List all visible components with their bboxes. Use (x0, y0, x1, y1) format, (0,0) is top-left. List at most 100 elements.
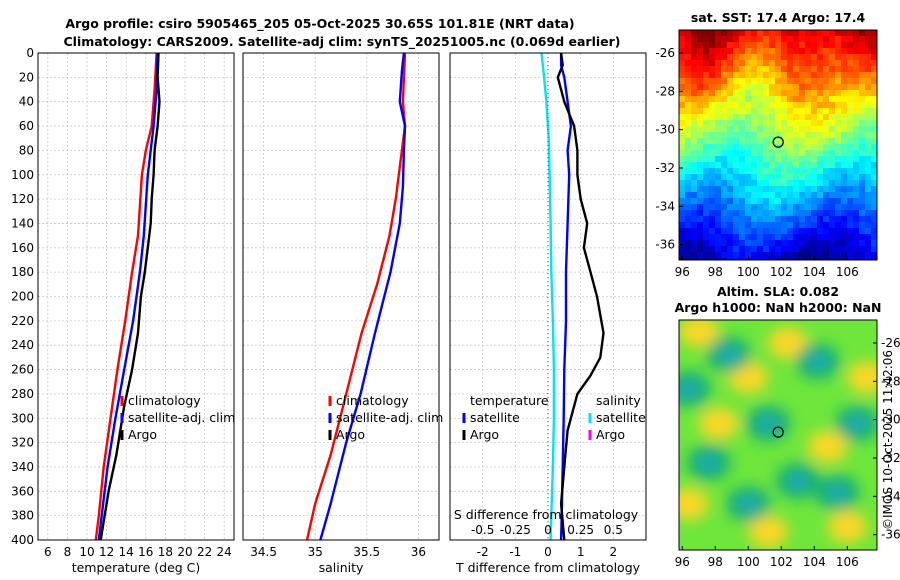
sst-cell (787, 96, 794, 103)
sst-cell (751, 228, 758, 235)
sst-cell (805, 54, 812, 61)
sst-cell (721, 96, 728, 103)
sst-cell (841, 180, 848, 187)
sst-cell (805, 138, 812, 145)
sst-cell (835, 234, 842, 241)
sst-cell (847, 90, 854, 97)
sst-cell (769, 210, 776, 217)
sst-cell (697, 60, 704, 67)
sst-cell (781, 66, 788, 73)
sst-cell (847, 186, 854, 193)
sst-cell (709, 48, 716, 55)
sst-cell (769, 138, 776, 145)
sst-cell (721, 252, 728, 259)
sst-cell (721, 216, 728, 223)
sla-high (679, 488, 709, 520)
sst-cell (871, 66, 877, 73)
sst-cell (823, 114, 830, 121)
sst-cell (757, 114, 764, 121)
sst-cell (721, 192, 728, 199)
sst-cell (811, 102, 818, 109)
sst-cell (697, 198, 704, 205)
sst-cell (685, 66, 692, 73)
sst-cell (679, 144, 686, 151)
sst-cell (775, 246, 782, 253)
sst-cell (691, 198, 698, 205)
sst-cell (727, 30, 734, 37)
sst-cell (679, 120, 686, 127)
sst-cell (853, 246, 860, 253)
sst-cell (865, 234, 872, 241)
sst-cell (703, 234, 710, 241)
sst-cell (769, 126, 776, 133)
sst-cell (721, 108, 728, 115)
sst-cell (835, 186, 842, 193)
sst-cell (691, 210, 698, 217)
sst-cell (865, 66, 872, 73)
sst-cell (715, 126, 722, 133)
sst-cell (745, 234, 752, 241)
sst-cell (871, 192, 877, 199)
sst-cell (685, 60, 692, 67)
sst-cell (739, 72, 746, 79)
sst-cell (757, 102, 764, 109)
sla-low-core (849, 416, 866, 431)
sst-cell (679, 132, 686, 139)
sst-cell (859, 108, 866, 115)
sla-high (807, 430, 848, 463)
sst-cell (685, 156, 692, 163)
sst-cell (847, 72, 854, 79)
sst-cell (817, 66, 824, 73)
sst-cell (769, 252, 776, 259)
sst-cell (811, 180, 818, 187)
sst-cell (787, 72, 794, 79)
sst-cell (841, 78, 848, 85)
sst-cell (751, 204, 758, 211)
sst-cell (847, 246, 854, 253)
difference-panel: -2 -1 0 1 2T difference from climatology S di… (449, 52, 647, 575)
sst-cell (811, 84, 818, 91)
sst-cell (739, 150, 746, 157)
sst-cell (709, 204, 716, 211)
sst-cell (745, 180, 752, 187)
sst-cell (871, 48, 877, 55)
sst-cell (835, 114, 842, 121)
sst-cell (781, 54, 788, 61)
sst-cell (799, 90, 806, 97)
legend-label: satellite-adj. clim (336, 410, 443, 425)
sst-cell (757, 228, 764, 235)
sst-cell (829, 96, 836, 103)
sst-cell (727, 144, 734, 151)
sst-cell (793, 198, 800, 205)
sst-cell (805, 156, 812, 163)
sst-cell (793, 246, 800, 253)
sst-cell (793, 132, 800, 139)
sst-cell (871, 234, 877, 241)
sst-cell (769, 234, 776, 241)
sst-cell (691, 162, 698, 169)
sst-cell (727, 180, 734, 187)
sst-cell (859, 36, 866, 43)
sst-cell (823, 144, 830, 151)
sst-cell (847, 198, 854, 205)
sst-cell (691, 48, 698, 55)
x-tick-label: 20 (177, 545, 192, 559)
sst-cell (859, 180, 866, 187)
sst-cell (763, 240, 770, 247)
sst-cell (871, 144, 877, 151)
sst-cell (775, 162, 782, 169)
sst-cell (841, 240, 848, 247)
sst-cell (865, 36, 872, 43)
sst-cell (697, 96, 704, 103)
sst-cell (679, 150, 686, 157)
sst-cell (871, 90, 877, 97)
sst-cell (739, 204, 746, 211)
sst-cell (733, 72, 740, 79)
sst-cell (685, 42, 692, 49)
sst-cell (709, 210, 716, 217)
sst-cell (697, 168, 704, 175)
sst-cell (817, 222, 824, 229)
argo-float-marker (772, 136, 784, 148)
sst-cell (739, 240, 746, 247)
